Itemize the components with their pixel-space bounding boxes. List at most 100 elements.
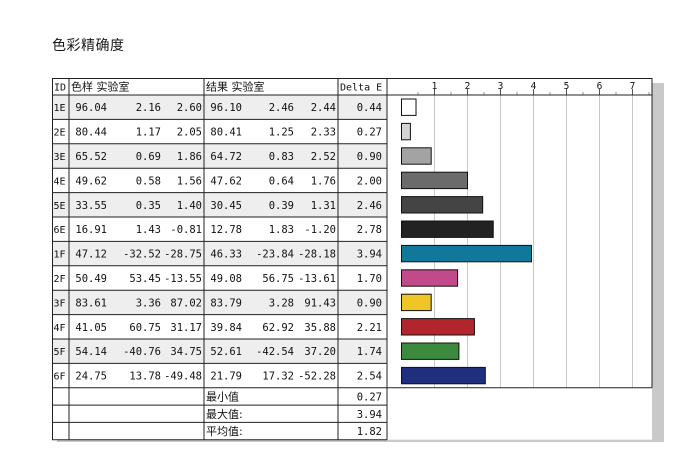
result-value: 64.72 [210,151,242,163]
bar-4f [401,318,475,336]
sample-value: 1.40 [177,200,202,212]
table-row-shade [52,143,387,169]
result-value: 1.25 [269,127,294,139]
row-id: 5F [54,347,66,358]
delta-e-value: 2.00 [357,175,382,187]
row-id: 6F [54,372,66,383]
bar-6e [401,220,494,238]
bar-4e [401,171,468,190]
bar-3f [401,293,432,312]
result-value: 56.75 [262,273,294,285]
sample-value: 54.14 [75,346,107,358]
sample-value: 16.91 [75,224,107,236]
sample-value: 2.05 [177,127,202,139]
table-row-shade [52,241,387,266]
summary-value: 3.94 [357,409,382,421]
summary-value: 1.82 [357,426,382,438]
sample-value: 0.58 [136,175,161,187]
row-id: 4E [54,176,66,187]
table-row-shade [52,95,387,120]
sample-value: 87.02 [170,297,202,309]
result-value: 47.62 [210,175,242,187]
bar-5f [401,342,460,360]
result-value: 2.44 [311,102,336,114]
summary-label: 最大值: [206,407,243,421]
row-id: 1F [54,250,66,261]
page-title: 色彩精确度 [52,38,125,54]
result-value: 30.45 [210,200,242,212]
row-id: 5E [54,201,66,212]
row-id: 1E [54,103,66,114]
result-value: -13.61 [298,273,336,285]
result-value: 35.88 [304,322,336,334]
header-result-lab: 结果 实验室 [206,80,265,94]
header-delta-e: Delta E [340,83,382,94]
result-value: 1.83 [269,224,294,236]
result-value: 91.43 [304,297,336,309]
report-svg: ID 色样 实验室 结果 实验室 Delta E 1 2 3 4 5 6 7 1E 96.04 2.16 2… [52,78,664,442]
sample-value: -40.76 [123,346,161,358]
row-id: 3F [54,298,66,309]
x-tick-label: 4 [531,81,537,92]
result-value: -28.18 [298,249,336,261]
result-value: 52.61 [210,346,242,358]
result-value: 37.20 [304,346,336,358]
delta-e-value: 0.90 [357,151,382,163]
result-value: 0.39 [269,200,294,212]
summary-label: 平均值: [206,425,243,438]
sample-value: 0.35 [136,200,161,212]
delta-e-value: 2.46 [357,200,382,212]
x-tick-label: 6 [597,81,603,92]
sample-value: 1.86 [177,151,202,163]
sample-value: 60.75 [129,322,161,334]
result-value: 2.33 [311,127,336,139]
result-value: 46.33 [210,249,242,261]
sample-value: 34.75 [170,346,202,358]
x-tick-label: 2 [465,81,471,92]
result-value: 3.28 [269,297,294,309]
sample-value: 3.36 [136,297,161,309]
delta-e-value: 0.90 [357,297,382,309]
color-accuracy-report: ID 色样 实验室 结果 实验室 Delta E 1 2 3 4 5 6 7 1E 96.04 2.16 2… [52,78,664,442]
result-value: -23.84 [256,249,294,261]
result-value: 21.79 [210,371,242,383]
row-id: 3E [54,152,66,163]
result-value: 49.08 [210,273,242,285]
result-value: -1.20 [304,224,336,236]
sample-value: 83.61 [75,297,107,309]
result-value: 62.92 [262,322,294,334]
delta-e-value: 3.94 [357,249,382,261]
bar-3e [401,147,432,165]
sample-value: 50.49 [75,273,107,285]
table-row-shade [52,339,387,364]
sample-value: 65.52 [75,151,107,163]
result-value: 39.84 [210,322,242,334]
result-value: 1.31 [311,200,336,212]
sample-value: 47.12 [75,249,107,261]
sample-value: 1.43 [136,224,161,236]
bar-2e [401,122,411,141]
row-id: 6E [54,225,66,236]
sample-value: 1.17 [136,127,161,139]
result-value: -42.54 [256,346,294,358]
result-value: 1.76 [311,175,336,187]
bar-1f [401,244,533,263]
row-id: 2E [54,128,66,139]
row-id: 2F [54,274,66,285]
bar-5e [401,196,484,214]
table-row-shade [52,192,387,217]
sample-value: 2.16 [136,102,161,114]
x-tick-label: 1 [432,81,438,92]
sample-value: -32.52 [123,249,161,261]
x-tick-label: 5 [564,81,570,92]
delta-e-value: 2.78 [357,224,382,236]
result-value: 80.41 [210,127,242,139]
sample-value: 24.75 [75,371,107,383]
sample-value: 49.62 [75,175,107,187]
delta-e-value: 2.54 [357,371,382,383]
delta-e-value: 0.27 [357,127,382,139]
sample-value: -28.75 [164,249,202,261]
bar-1e [401,98,417,116]
x-tick-label: 3 [498,81,504,92]
bar-6f [401,366,486,385]
